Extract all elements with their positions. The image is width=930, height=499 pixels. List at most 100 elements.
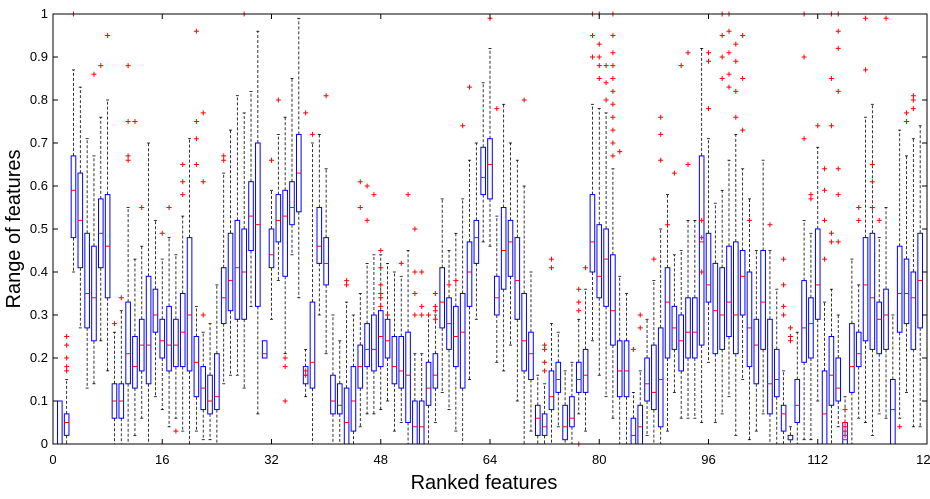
outlier-marker [658, 131, 664, 137]
box [548, 370, 555, 411]
box-group [432, 291, 439, 423]
box-group [166, 205, 172, 428]
box-group [719, 11, 725, 415]
box [514, 237, 521, 320]
outlier-marker [364, 183, 370, 189]
y-tick-label: 0.5 [30, 221, 48, 236]
box [589, 194, 596, 273]
outlier-marker [876, 217, 882, 223]
box [152, 288, 159, 333]
box [466, 241, 473, 307]
box-group [453, 232, 459, 432]
outlier-marker [303, 368, 309, 374]
outlier-marker [842, 432, 848, 438]
box-group [323, 93, 329, 355]
outlier-marker [883, 15, 889, 21]
outlier-marker [699, 269, 705, 275]
box [391, 336, 398, 385]
box-group [596, 11, 603, 376]
outlier-marker [180, 162, 186, 167]
outlier-marker [685, 50, 691, 56]
outlier-marker [309, 131, 315, 137]
outlier-marker [193, 136, 199, 142]
box-group [876, 217, 883, 415]
outlier-marker [364, 217, 370, 223]
box [507, 219, 514, 277]
outlier-marker [610, 140, 616, 146]
outlier-marker [419, 312, 425, 318]
box [569, 396, 575, 428]
outlier-marker [589, 54, 595, 60]
box-group [494, 106, 500, 363]
box-group [575, 286, 582, 447]
box [309, 301, 316, 389]
box-group [384, 262, 391, 402]
box-group [193, 28, 200, 432]
box-group [664, 194, 671, 432]
outlier-marker [125, 157, 131, 163]
outlier-marker [910, 97, 916, 103]
box [712, 262, 719, 355]
outlier-marker [193, 28, 199, 34]
outlier-marker [64, 355, 70, 361]
outlier-marker [378, 248, 384, 253]
outlier-marker [159, 230, 165, 236]
outlier-marker [835, 88, 841, 94]
outlier-marker [610, 114, 616, 120]
box [794, 379, 801, 423]
outlier-marker [706, 106, 711, 112]
x-tick-label: 48 [374, 452, 388, 467]
box-group [500, 103, 507, 372]
outlier-marker [610, 101, 616, 107]
outlier-marker [733, 114, 739, 120]
outlier-marker [651, 256, 657, 262]
box-group [248, 91, 254, 307]
box [746, 271, 753, 368]
box [603, 228, 609, 307]
axes-layer: 0 16 32 48 64 80 96 112 128 0 0.1 0.2 0.3 0.4 0.5 0.6 0.… [30, 6, 930, 467]
box-group [261, 340, 268, 359]
box-group [145, 142, 152, 445]
box-group [507, 142, 514, 346]
x-tick-label: 16 [155, 452, 169, 467]
y-tick-label: 0.2 [30, 350, 48, 365]
box-group [173, 254, 179, 434]
outlier-marker [740, 76, 746, 81]
box-group [371, 192, 377, 415]
outlier-marker [576, 286, 582, 292]
box-group [753, 250, 760, 432]
outlier-marker [269, 157, 274, 163]
x-tick-label: 112 [807, 452, 828, 467]
box-group [733, 41, 739, 436]
box-group [657, 114, 664, 445]
box [808, 297, 814, 359]
box-group [514, 159, 521, 402]
outlier-marker [904, 119, 910, 124]
box-group [480, 82, 486, 243]
box [541, 413, 548, 436]
outlier-marker [412, 312, 418, 318]
outlier-marker [835, 28, 841, 34]
outlier-marker [419, 269, 425, 275]
box [173, 318, 179, 368]
outlier-marker [863, 15, 869, 21]
outlier-marker [125, 119, 131, 124]
outlier-marker [118, 295, 124, 301]
box-group [330, 314, 336, 445]
box-group [767, 222, 773, 445]
box [610, 254, 616, 346]
outlier-marker [610, 127, 616, 133]
box [330, 374, 336, 415]
box-group [268, 157, 275, 320]
box [616, 340, 623, 398]
outlier-marker [371, 192, 377, 198]
outlier-marker [610, 33, 616, 38]
outlier-marker [542, 368, 548, 374]
outlier-marker [610, 76, 616, 81]
outlier-marker [64, 334, 70, 339]
box [261, 340, 268, 359]
outlier-marker [412, 291, 418, 296]
box [828, 336, 835, 406]
box [644, 357, 650, 402]
outlier-marker [856, 205, 862, 210]
